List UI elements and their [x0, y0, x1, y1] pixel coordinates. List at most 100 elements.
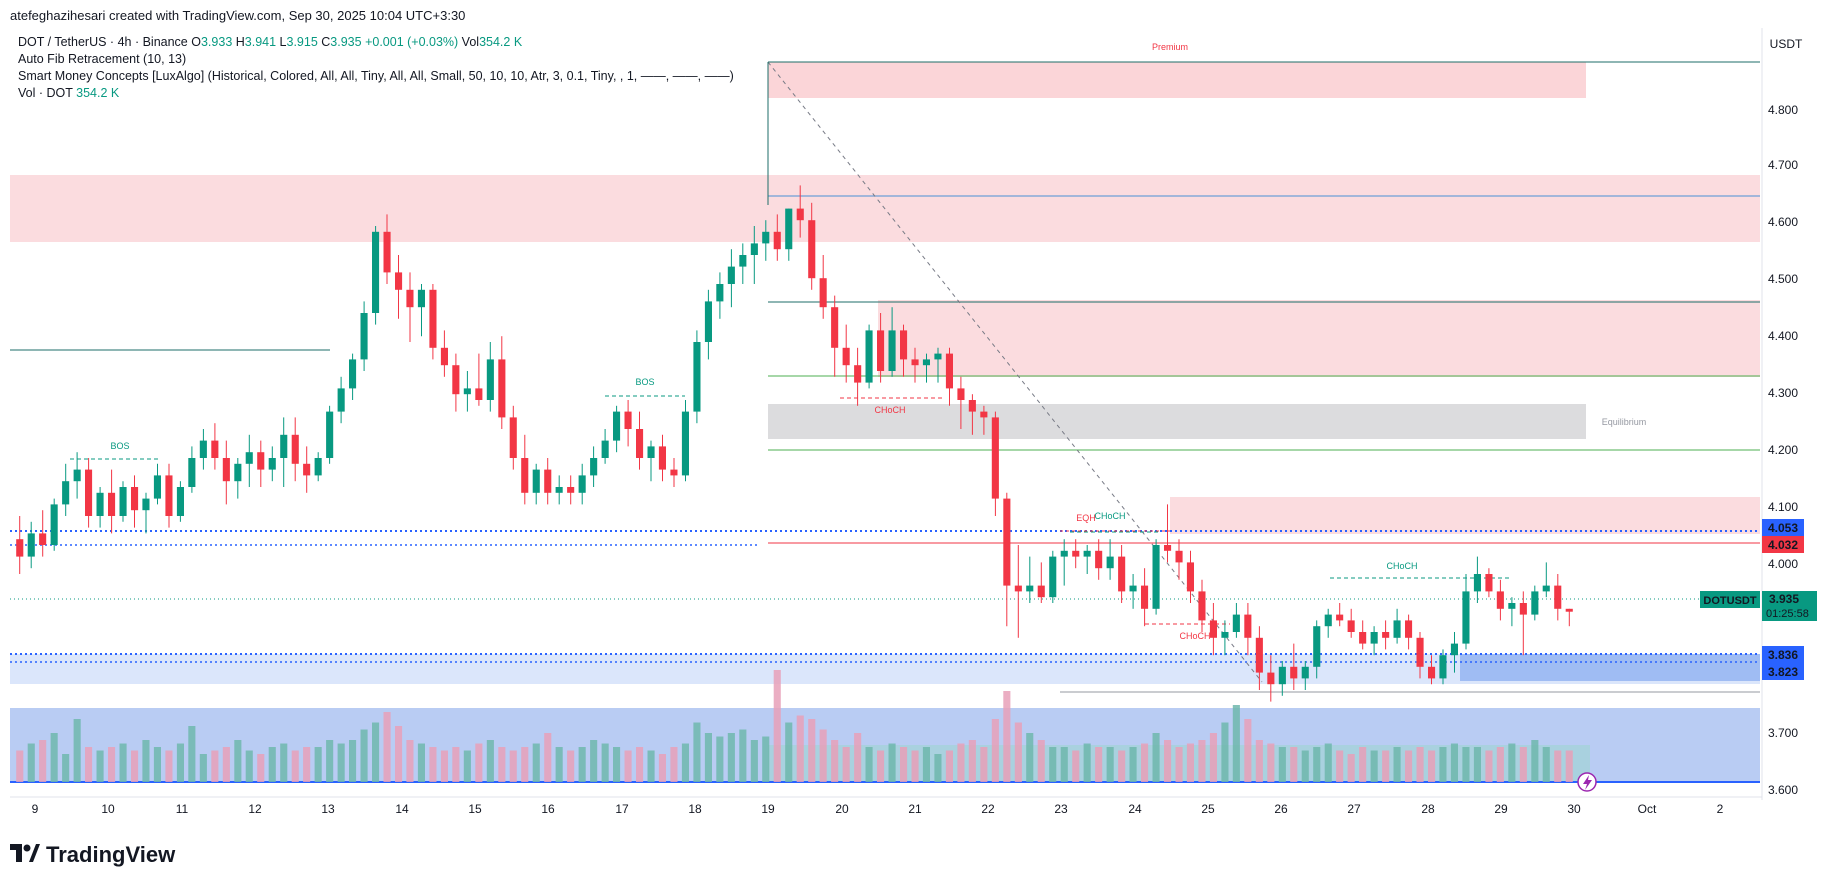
candle [1221, 620, 1229, 656]
volume-bar [142, 740, 150, 782]
price-axis[interactable]: USDT 4.800 4.700 4.600 4.500 4.400 4.300 4.200… [1761, 28, 1803, 800]
volume-bar [1072, 750, 1080, 782]
candle [257, 440, 265, 487]
volume-bar [555, 747, 563, 782]
candle [16, 516, 24, 574]
candle-body [1324, 614, 1332, 627]
tradingview-logo[interactable]: TradingView [10, 842, 175, 868]
candle [50, 498, 58, 551]
candle-body [613, 411, 621, 441]
candle [1382, 620, 1390, 650]
volume-bar [819, 729, 827, 782]
legend-o-label: O [191, 35, 201, 49]
volume-bar [647, 750, 655, 782]
volume-bar [406, 740, 414, 782]
price-badges: 4.053 4.032 DOTUSDT 3.935 01:25:58 3.836… [1700, 519, 1817, 680]
candle [1450, 632, 1458, 673]
price-axis-currency[interactable]: USDT [1770, 37, 1803, 51]
legend-indicator-fib[interactable]: Auto Fib Retracement (10, 13) [18, 52, 187, 66]
candle [578, 463, 586, 505]
volume-bar [85, 747, 93, 782]
volume-bar [1382, 750, 1390, 782]
legend-c-label: C [321, 35, 331, 49]
candle-body [544, 469, 552, 493]
candle [1565, 608, 1573, 627]
candle-body [739, 255, 747, 267]
legend-symbol[interactable]: DOT / TetherUS · 4h · Binance [18, 35, 188, 49]
volume-bar [1508, 743, 1516, 782]
candle-body [658, 446, 666, 470]
time-tick-label: 14 [395, 802, 409, 816]
volume-bar [945, 750, 953, 782]
legend-volume-label: Vol · DOT [18, 86, 73, 100]
candle-body [1037, 585, 1045, 598]
candle-body [681, 411, 689, 476]
badge-last-price: 3.935 [1769, 592, 1799, 606]
time-tick-label: 13 [321, 802, 335, 816]
candle [1542, 562, 1550, 598]
volume-bar [1129, 747, 1137, 782]
volume-bar [257, 754, 265, 782]
supply-zone-right [1170, 497, 1760, 534]
volume-bar [1083, 743, 1091, 782]
volume-bar [704, 733, 712, 782]
volume-bar [1313, 747, 1321, 782]
badge-countdown: 01:25:58 [1766, 608, 1809, 620]
candle [934, 347, 942, 383]
volume-bar [831, 740, 839, 782]
candle [1473, 556, 1481, 603]
legend-indicator-volume[interactable]: Vol · DOT 354.2 K [18, 85, 734, 102]
volume-bar [727, 733, 735, 782]
volume-bar [486, 740, 494, 782]
candle [1095, 539, 1103, 580]
candle [1014, 545, 1022, 638]
candle-body [452, 365, 460, 395]
candle-body [406, 289, 414, 308]
candle-body [199, 440, 207, 458]
time-tick-label: 12 [248, 802, 262, 816]
candle [624, 400, 632, 447]
legend-open: 3.933 [200, 35, 233, 49]
candle-body [1462, 591, 1470, 644]
volume-bar [1519, 747, 1527, 782]
volume-bar [96, 750, 104, 782]
price-tick-label: 3.700 [1768, 726, 1798, 740]
volume-bar [303, 747, 311, 782]
candle [372, 226, 380, 325]
candle-body [865, 330, 873, 383]
alert-lightning-icon[interactable] [1577, 772, 1597, 792]
volume-bar [796, 715, 804, 782]
volume-bar [349, 740, 357, 782]
volume-bar [1301, 750, 1309, 782]
candle [636, 411, 644, 470]
candle [957, 376, 965, 429]
time-axis[interactable]: 9 10 11 12 13 14 15 16 17 18 19 20 21 22 23 24 25 26 27 28 2… [10, 796, 1762, 816]
price-tick-label: 4.200 [1768, 443, 1798, 457]
candle [395, 255, 403, 319]
legend-symbol-row[interactable]: DOT / TetherUS · 4h · Binance O3.933 H3.… [18, 34, 734, 51]
volume-bar [1336, 750, 1344, 782]
candle [349, 353, 357, 400]
legend-indicator-smc[interactable]: Smart Money Concepts [LuxAlgo] (Historic… [18, 69, 734, 83]
candle [62, 463, 70, 516]
volume-bar [716, 736, 724, 782]
candle [796, 185, 804, 238]
price-tick-label: 3.600 [1768, 783, 1798, 797]
volume-bar [1003, 691, 1011, 782]
candle-body [314, 458, 322, 476]
candle [440, 330, 448, 377]
candle-body [16, 539, 24, 557]
volume-bar [934, 754, 942, 782]
time-tick-label: 28 [1421, 802, 1435, 816]
candle-body [1336, 614, 1344, 621]
candle-body [555, 487, 563, 493]
candle [750, 226, 758, 284]
time-tick-label: 9 [32, 802, 39, 816]
candle-body [349, 359, 357, 389]
candle-body [1519, 603, 1527, 615]
eqh-label: EQH [1076, 513, 1096, 523]
volume-bar [1106, 747, 1114, 782]
time-tick-label: 17 [615, 802, 629, 816]
volume-bar [475, 743, 483, 782]
